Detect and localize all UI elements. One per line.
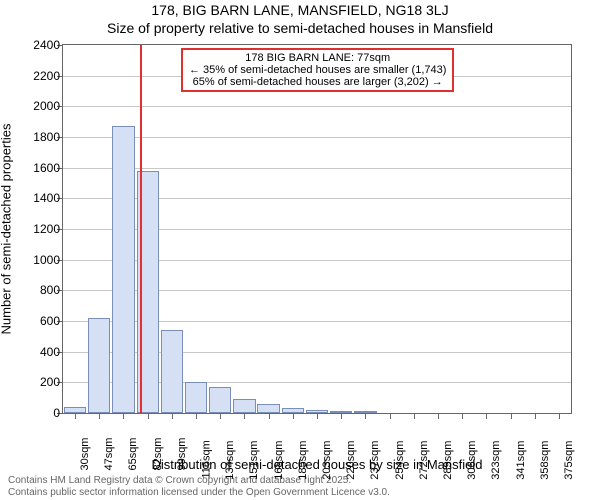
x-tick-label: 134sqm	[224, 441, 236, 480]
gridline	[63, 137, 571, 138]
histogram-bar	[161, 330, 183, 413]
x-tick-mark	[559, 414, 560, 419]
x-tick-mark	[196, 414, 197, 419]
x-tick-mark	[220, 414, 221, 419]
y-tick-label: 200	[10, 375, 60, 389]
x-tick-label: 30sqm	[79, 438, 91, 471]
x-tick-label: 168sqm	[273, 441, 285, 480]
y-tick-label: 0	[10, 406, 60, 420]
x-tick-label: 185sqm	[297, 441, 309, 480]
y-tick-label: 600	[10, 314, 60, 328]
histogram-bar	[306, 410, 328, 413]
chart-title-line1: 178, BIG BARN LANE, MANSFIELD, NG18 3LJ	[0, 2, 600, 18]
x-tick-label: 272sqm	[418, 441, 430, 480]
x-tick-mark	[414, 414, 415, 419]
x-tick-label: 289sqm	[442, 441, 454, 480]
histogram-bar	[112, 126, 134, 413]
x-tick-label: 254sqm	[394, 441, 406, 480]
histogram-bar	[257, 404, 279, 413]
x-tick-mark	[511, 414, 512, 419]
y-tick-label: 1600	[10, 161, 60, 175]
y-tick-label: 1400	[10, 191, 60, 205]
y-tick-label: 1200	[10, 222, 60, 236]
footer-line2: Contains public sector information licen…	[8, 487, 390, 499]
property-marker-line	[140, 45, 142, 413]
histogram-bar	[88, 318, 110, 413]
x-tick-label: 358sqm	[539, 441, 551, 480]
x-tick-mark	[123, 414, 124, 419]
x-tick-label: 237sqm	[369, 441, 381, 480]
gridline	[63, 106, 571, 107]
x-tick-mark	[269, 414, 270, 419]
annotation-box: 178 BIG BARN LANE: 77sqm← 35% of semi-de…	[181, 48, 454, 92]
histogram-bar	[354, 411, 376, 413]
x-tick-label: 220sqm	[345, 441, 357, 480]
x-tick-mark	[535, 414, 536, 419]
histogram-bar	[185, 382, 207, 413]
x-tick-mark	[148, 414, 149, 419]
x-tick-label: 65sqm	[127, 438, 139, 471]
plot-area	[62, 44, 572, 414]
x-tick-mark	[244, 414, 245, 419]
x-tick-mark	[317, 414, 318, 419]
x-tick-label: 99sqm	[176, 438, 188, 471]
x-tick-mark	[341, 414, 342, 419]
x-tick-label: 47sqm	[103, 438, 115, 471]
histogram-bar	[209, 387, 231, 413]
x-tick-mark	[390, 414, 391, 419]
y-tick-label: 2400	[10, 38, 60, 52]
x-tick-label: 323sqm	[490, 441, 502, 480]
x-tick-label: 375sqm	[563, 441, 575, 480]
x-tick-label: 306sqm	[466, 441, 478, 480]
y-tick-label: 2000	[10, 99, 60, 113]
annotation-line2: ← 35% of semi-detached houses are smalle…	[189, 64, 446, 76]
gridline	[63, 168, 571, 169]
y-tick-label: 800	[10, 283, 60, 297]
x-tick-mark	[365, 414, 366, 419]
y-tick-label: 1000	[10, 253, 60, 267]
x-tick-mark	[172, 414, 173, 419]
annotation-line3: 65% of semi-detached houses are larger (…	[189, 76, 446, 88]
x-tick-mark	[293, 414, 294, 419]
y-tick-label: 2200	[10, 69, 60, 83]
x-tick-label: 116sqm	[200, 440, 212, 478]
x-tick-label: 341sqm	[515, 441, 527, 480]
x-tick-label: 203sqm	[321, 441, 333, 480]
x-tick-label: 82sqm	[152, 438, 164, 471]
x-tick-mark	[75, 414, 76, 419]
y-tick-label: 400	[10, 345, 60, 359]
histogram-bar	[330, 411, 352, 413]
x-tick-label: 151sqm	[248, 441, 260, 480]
chart-container: 178, BIG BARN LANE, MANSFIELD, NG18 3LJ …	[0, 0, 600, 500]
histogram-bar	[233, 399, 255, 413]
annotation-line1: 178 BIG BARN LANE: 77sqm	[189, 52, 446, 64]
y-tick-label: 1800	[10, 130, 60, 144]
x-tick-mark	[462, 414, 463, 419]
x-tick-mark	[438, 414, 439, 419]
histogram-bar	[64, 407, 86, 413]
x-tick-mark	[486, 414, 487, 419]
x-tick-mark	[99, 414, 100, 419]
chart-title-line2: Size of property relative to semi-detach…	[0, 20, 600, 36]
histogram-bar	[282, 408, 304, 413]
